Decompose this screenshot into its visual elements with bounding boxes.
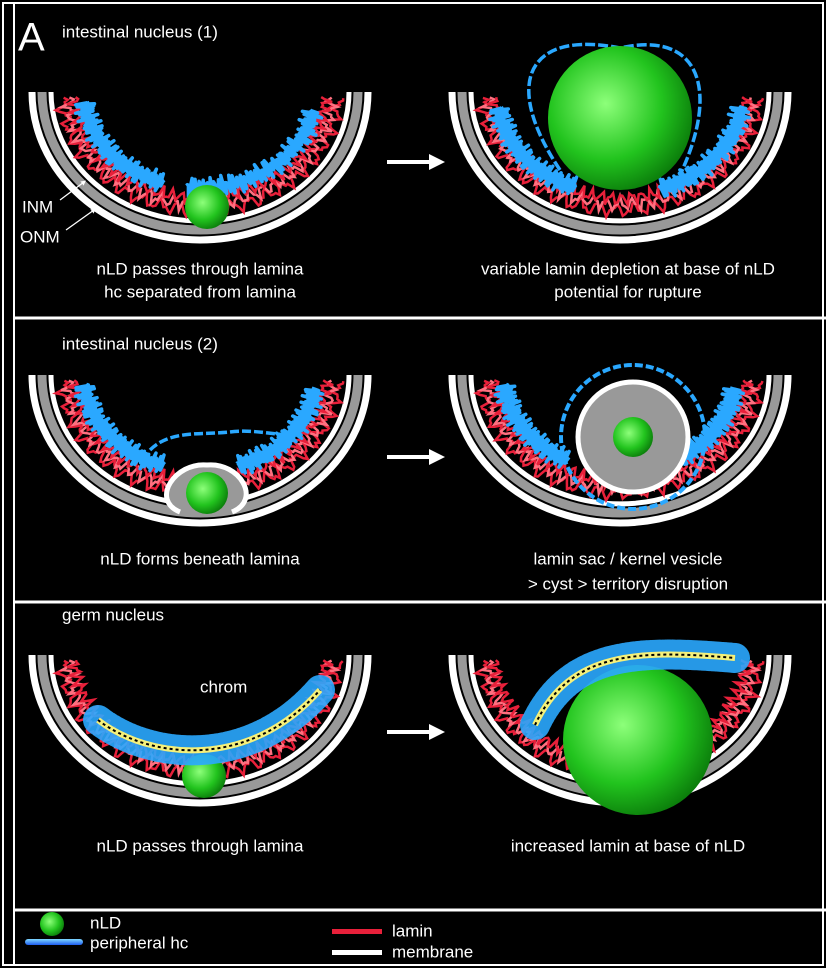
caption: nLD passes through lamina [97,836,305,855]
legend-label: nLD [90,913,121,932]
caption: nLD passes through lamina [97,259,305,278]
nld [548,46,692,190]
nld [613,417,653,457]
nld [185,185,229,229]
caption: variable lamin depletion at base of nLD [481,259,775,278]
caption: nLD forms beneath lamina [100,549,300,568]
label: chrom [200,677,247,696]
panel-title: germ nucleus [62,605,164,624]
nld [186,472,228,514]
panel-title: intestinal nucleus (2) [62,334,218,353]
caption: hc separated from lamina [104,282,296,301]
panel-title: intestinal nucleus (1) [62,22,218,41]
legend-label: lamin [392,921,433,940]
page: {"panel_label": "A", "panels": [ {"title… [0,0,826,968]
nld [563,665,713,815]
legend-swatch [25,939,83,945]
label: ONM [20,227,60,246]
legend-swatch [40,912,64,936]
caption: potential for rupture [554,282,701,301]
legend-label: peripheral hc [90,933,189,952]
caption: > cyst > territory disruption [528,574,728,593]
legend-label: membrane [392,942,473,961]
panel-label: A [18,16,45,60]
figure: A intestinal nucleus (1) INM ONM nLD pas… [0,0,826,968]
caption: increased lamin at base of nLD [511,836,745,855]
caption: lamin sac / kernel vesicle [534,549,723,568]
legend-swatch [332,929,382,934]
legend-swatch [332,950,382,955]
label: INM [22,197,53,216]
